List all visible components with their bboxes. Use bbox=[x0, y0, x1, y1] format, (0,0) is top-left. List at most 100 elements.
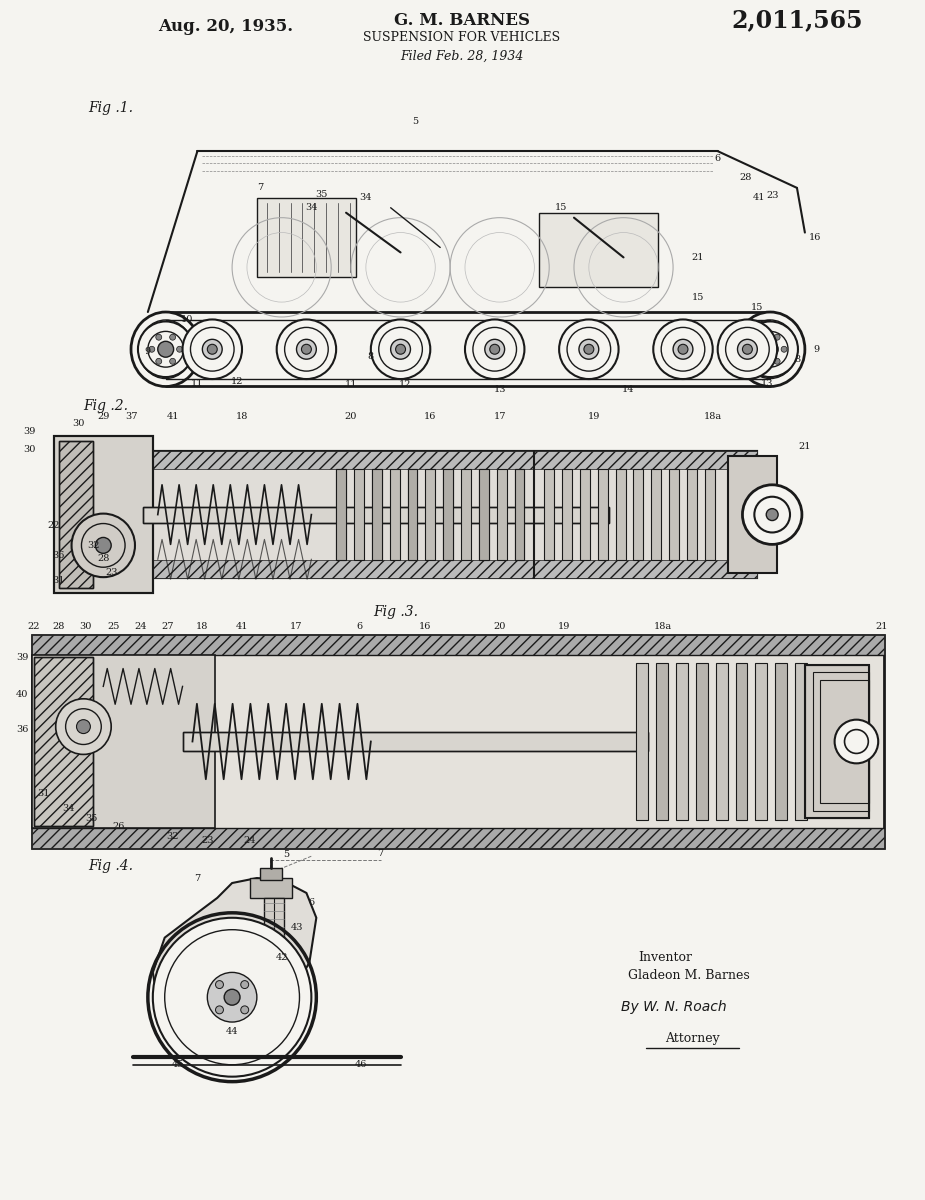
Bar bbox=[142, 451, 758, 469]
Text: Filed Feb. 28, 1934: Filed Feb. 28, 1934 bbox=[401, 49, 524, 62]
Text: 22: 22 bbox=[47, 521, 60, 530]
Text: Inventor: Inventor bbox=[638, 950, 693, 964]
Bar bbox=[669, 469, 679, 560]
Bar bbox=[514, 469, 524, 560]
Circle shape bbox=[673, 340, 693, 359]
Text: 24: 24 bbox=[243, 836, 256, 845]
Circle shape bbox=[77, 720, 91, 733]
Bar bbox=[497, 469, 507, 560]
Text: 8: 8 bbox=[794, 355, 800, 364]
Circle shape bbox=[71, 514, 135, 577]
Text: 6: 6 bbox=[715, 154, 721, 162]
Text: 44: 44 bbox=[226, 1027, 239, 1037]
Bar bbox=[389, 469, 400, 560]
Bar bbox=[408, 469, 417, 560]
Bar bbox=[775, 662, 787, 821]
Bar bbox=[58, 442, 93, 588]
Circle shape bbox=[653, 319, 713, 379]
Text: 16: 16 bbox=[419, 623, 432, 631]
Bar bbox=[696, 662, 708, 821]
Text: 40: 40 bbox=[16, 690, 28, 698]
Bar bbox=[58, 442, 93, 588]
Text: 13: 13 bbox=[493, 385, 506, 394]
Text: 34: 34 bbox=[360, 193, 372, 203]
Text: 6: 6 bbox=[356, 623, 362, 631]
Text: 9: 9 bbox=[814, 346, 820, 354]
Text: 18: 18 bbox=[196, 623, 208, 631]
Text: 18a: 18a bbox=[654, 623, 672, 631]
Bar bbox=[805, 665, 870, 818]
Bar bbox=[142, 506, 609, 522]
Text: 15: 15 bbox=[555, 203, 567, 212]
Bar bbox=[539, 212, 659, 287]
Text: 30: 30 bbox=[23, 444, 35, 454]
Text: 17: 17 bbox=[493, 412, 506, 421]
Bar bbox=[142, 451, 758, 578]
Text: Gladeon M. Barnes: Gladeon M. Barnes bbox=[628, 968, 750, 982]
Text: 23: 23 bbox=[201, 836, 214, 845]
Bar bbox=[443, 469, 453, 560]
Bar bbox=[336, 469, 346, 560]
Polygon shape bbox=[153, 878, 316, 1046]
Text: 32: 32 bbox=[166, 832, 179, 841]
Text: 39: 39 bbox=[16, 653, 28, 662]
Bar bbox=[716, 662, 728, 821]
Text: 5: 5 bbox=[284, 850, 290, 859]
Text: 16: 16 bbox=[808, 233, 821, 242]
Text: G. M. BARNES: G. M. BARNES bbox=[394, 12, 530, 29]
Bar bbox=[756, 662, 767, 821]
Circle shape bbox=[149, 347, 154, 353]
Bar bbox=[54, 436, 153, 593]
Circle shape bbox=[169, 359, 176, 365]
Ellipse shape bbox=[131, 312, 201, 386]
Bar bbox=[372, 469, 382, 560]
Circle shape bbox=[153, 918, 312, 1076]
Bar bbox=[636, 662, 648, 821]
Bar bbox=[651, 469, 661, 560]
Circle shape bbox=[224, 989, 240, 1006]
Circle shape bbox=[465, 319, 524, 379]
Circle shape bbox=[240, 1006, 249, 1014]
Text: 46: 46 bbox=[354, 1061, 367, 1069]
Circle shape bbox=[718, 319, 777, 379]
Circle shape bbox=[169, 335, 176, 340]
Text: 36: 36 bbox=[53, 551, 65, 560]
Circle shape bbox=[774, 359, 780, 365]
Bar bbox=[479, 469, 488, 560]
Text: 23: 23 bbox=[766, 191, 779, 200]
Bar bbox=[735, 662, 747, 821]
Bar bbox=[687, 469, 697, 560]
Text: 12: 12 bbox=[231, 377, 243, 386]
Text: 42: 42 bbox=[276, 953, 288, 962]
Text: 19: 19 bbox=[558, 623, 571, 631]
Text: 26: 26 bbox=[112, 822, 124, 830]
Text: 5: 5 bbox=[413, 116, 418, 126]
Text: 2,011,565: 2,011,565 bbox=[731, 8, 863, 32]
Bar bbox=[795, 662, 807, 821]
Text: 18: 18 bbox=[236, 412, 248, 421]
Bar bbox=[820, 680, 869, 803]
Bar bbox=[598, 469, 608, 560]
Text: SUSPENSION FOR VEHICLES: SUSPENSION FOR VEHICLES bbox=[364, 31, 561, 44]
Text: 19: 19 bbox=[587, 412, 600, 421]
Text: 18a: 18a bbox=[704, 412, 722, 421]
Bar bbox=[562, 469, 572, 560]
Bar bbox=[372, 469, 382, 560]
Circle shape bbox=[743, 485, 802, 545]
Circle shape bbox=[781, 347, 787, 353]
Bar bbox=[336, 469, 346, 560]
Text: 43: 43 bbox=[290, 923, 302, 932]
Text: 21: 21 bbox=[692, 253, 704, 262]
Text: 14: 14 bbox=[623, 385, 635, 394]
Circle shape bbox=[584, 344, 594, 354]
Circle shape bbox=[743, 344, 752, 354]
Circle shape bbox=[390, 340, 411, 359]
Circle shape bbox=[297, 340, 316, 359]
Circle shape bbox=[155, 335, 162, 340]
Text: 13: 13 bbox=[761, 379, 773, 388]
Text: 8: 8 bbox=[368, 353, 374, 361]
Text: 37: 37 bbox=[125, 412, 137, 421]
Text: 36: 36 bbox=[16, 725, 28, 733]
Text: 34: 34 bbox=[62, 804, 75, 814]
Text: 17: 17 bbox=[290, 623, 302, 631]
